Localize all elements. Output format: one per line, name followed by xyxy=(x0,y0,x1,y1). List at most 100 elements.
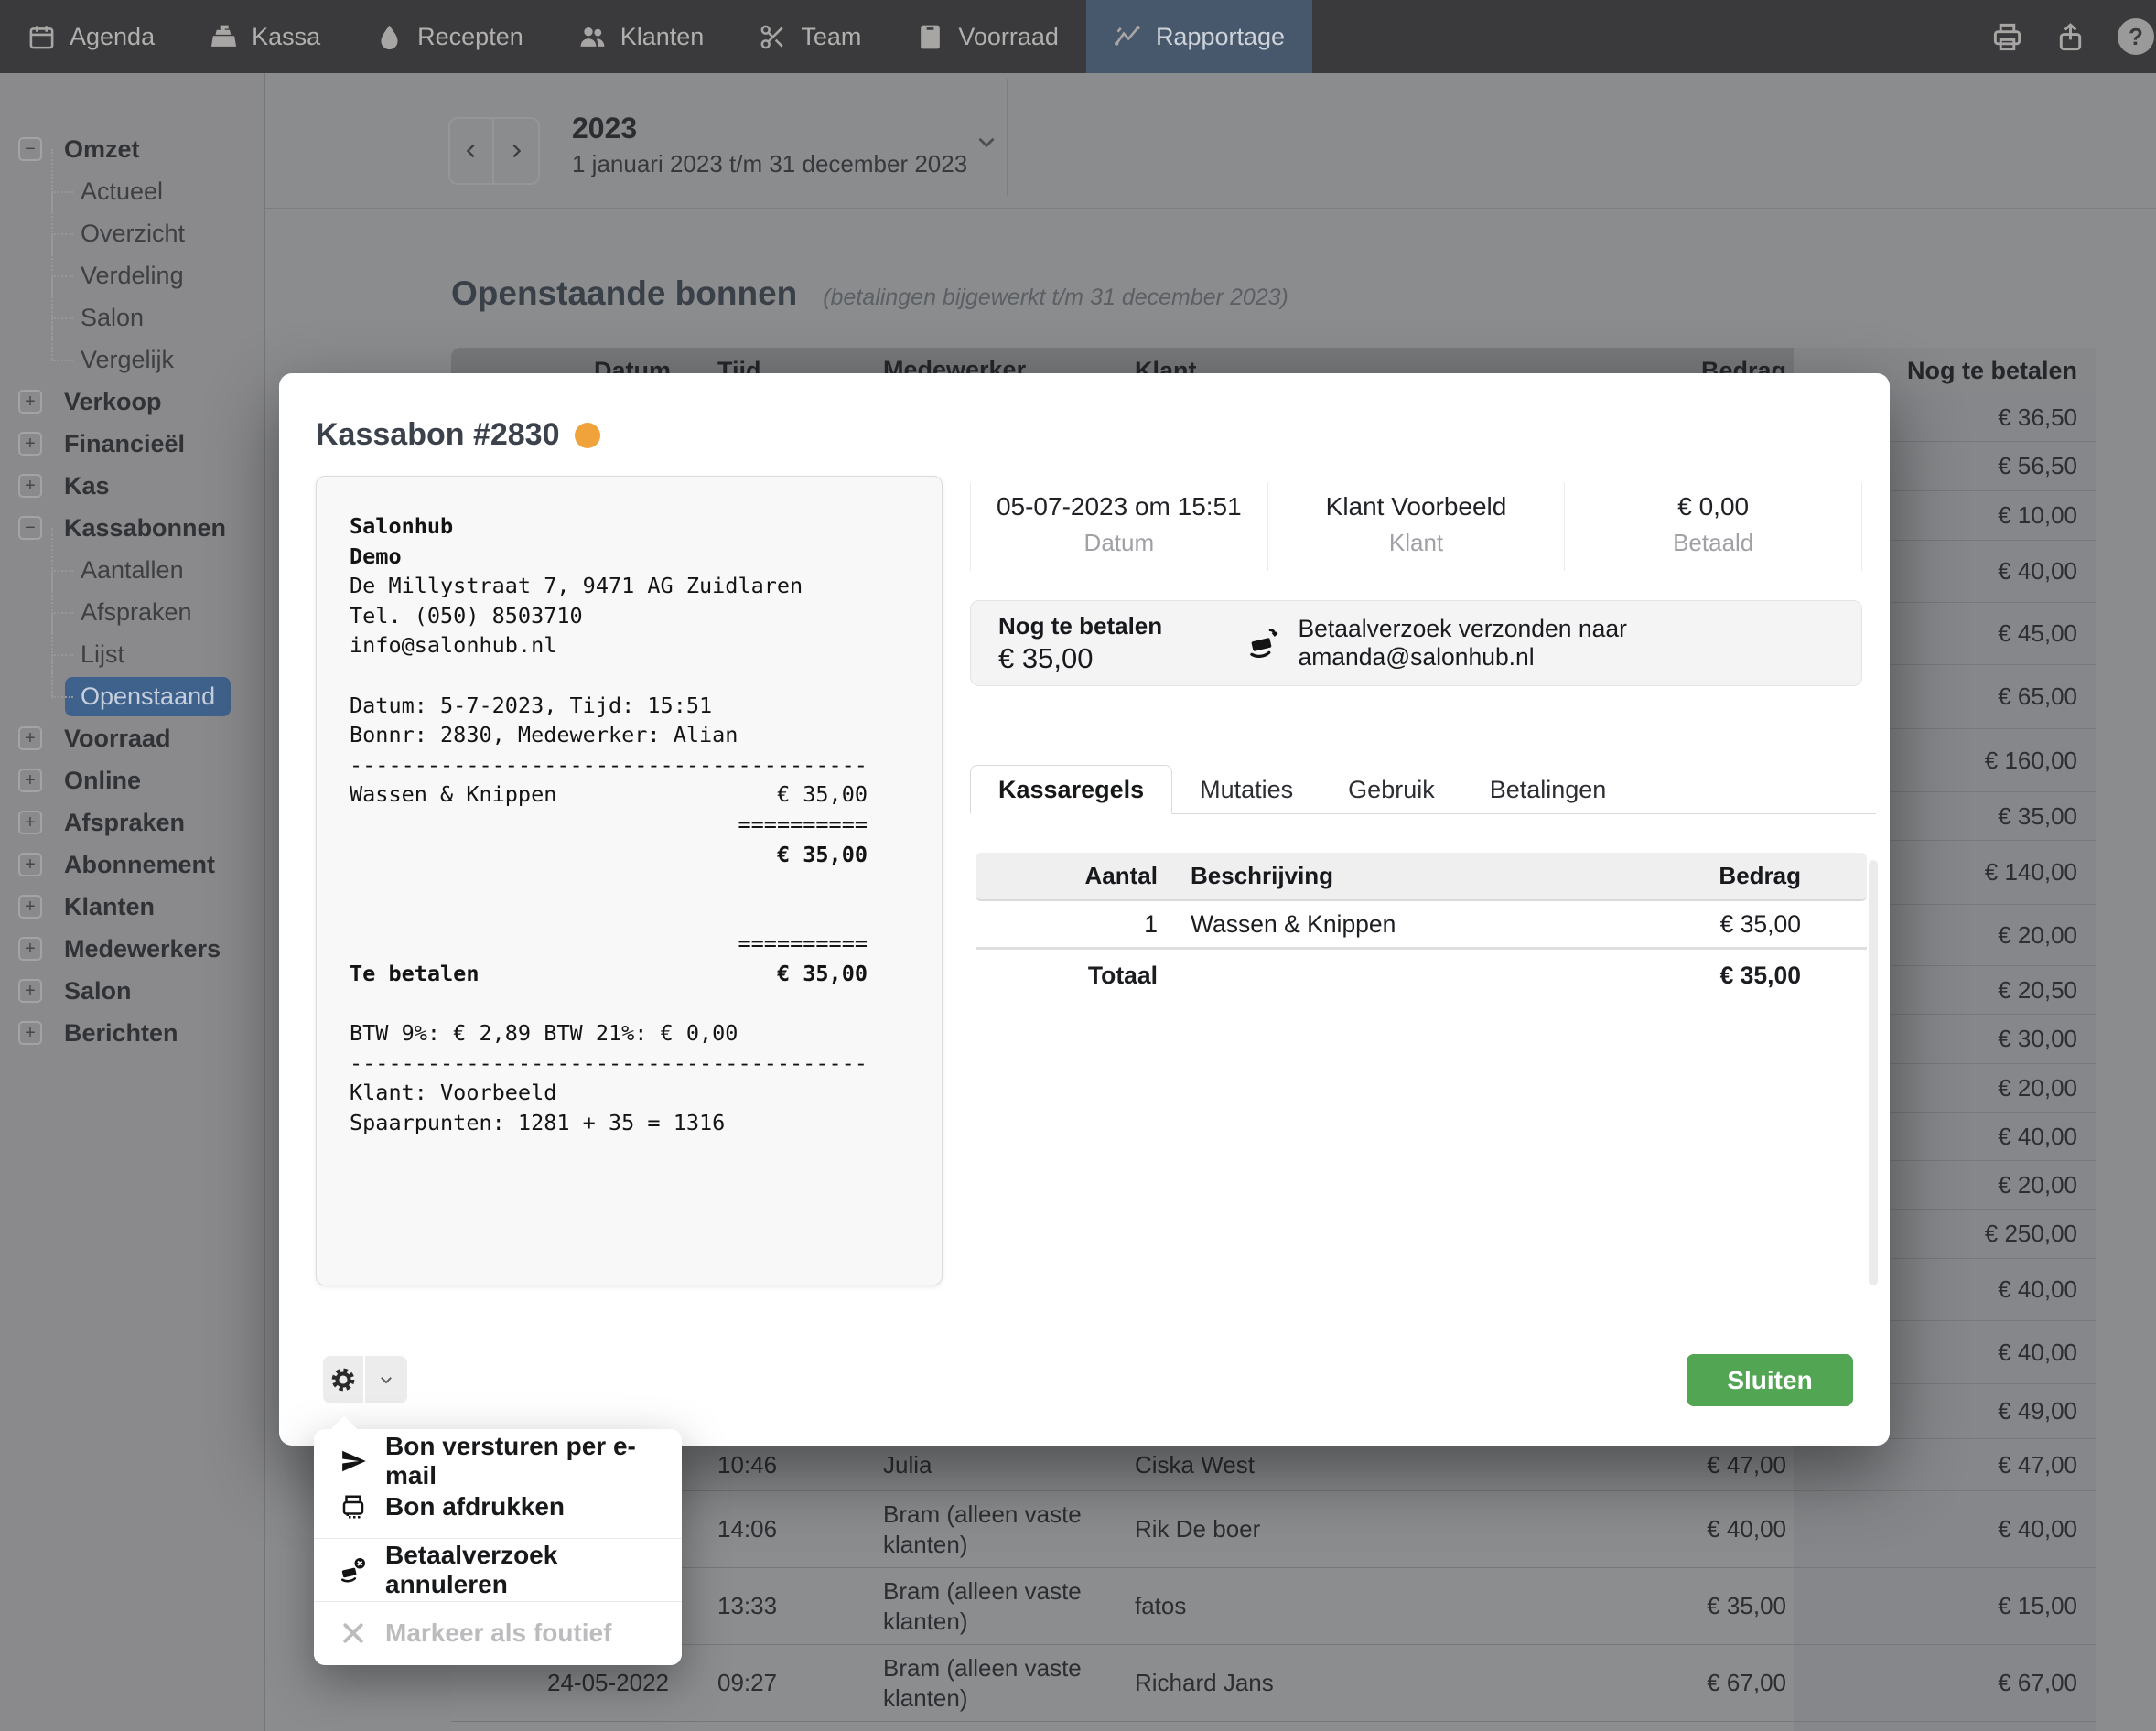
send-icon xyxy=(342,1450,366,1472)
sidebar-item-voorraad[interactable]: + Voorraad xyxy=(0,717,264,759)
sidebar-item-label: Vergelijk xyxy=(81,345,175,373)
expand-icon[interactable]: + xyxy=(18,390,42,414)
table-row[interactable]: 13:33 Bram (alleen vaste klanten) fatos € 3… xyxy=(451,1568,2096,1645)
cell-tijd: 10:46 xyxy=(717,1450,778,1478)
share-icon[interactable] xyxy=(2054,21,2086,53)
outstanding-label: Nog te betalen xyxy=(998,611,1163,640)
sidebar-item-label: Kas xyxy=(64,471,110,500)
sidebar-item-label: Actueel xyxy=(81,177,164,205)
previous-period-button[interactable] xyxy=(450,119,494,183)
scissors-icon xyxy=(760,25,784,48)
next-period-button[interactable] xyxy=(494,119,538,183)
chevron-down-icon xyxy=(381,1377,392,1384)
lines-table-total: Totaal € 35,00 xyxy=(1087,961,1801,989)
menu-divider xyxy=(314,1538,682,1539)
period-bar: 2023 1 januari 2023 t/m 31 december 2023 xyxy=(265,73,2156,209)
table-row[interactable]: 24-05-2022 09:27 Bram (alleen vaste klante… xyxy=(451,1645,2096,1722)
sidebar-item-berichten[interactable]: + Berichten xyxy=(0,1012,264,1054)
sidebar-item-label: Kassabonnen xyxy=(64,513,227,542)
table-row[interactable] xyxy=(451,1722,2096,1731)
sidebar-item-label: Salon xyxy=(64,976,132,1005)
actions-caret-button[interactable] xyxy=(365,1356,407,1403)
sidebar-item-openstaand[interactable]: Openstaand xyxy=(0,654,264,717)
expand-icon[interactable]: + xyxy=(18,979,42,1003)
cell-nog: € 40,00 xyxy=(1794,1491,2096,1567)
nav-item-team[interactable]: Team xyxy=(731,0,889,73)
collapse-icon[interactable]: − xyxy=(18,137,42,161)
sidebar-item-label: Verkoop xyxy=(64,387,162,415)
table-row[interactable]: 14:06 Bram (alleen vaste klanten) Rik De b… xyxy=(451,1491,2096,1568)
lines-table-header: Aantal Beschrijving Bedrag xyxy=(976,853,1867,901)
menu-item-send-email[interactable]: Bon versturen per e-mail xyxy=(314,1432,682,1489)
sidebar-item-kassabonnen[interactable]: − Kassabonnen xyxy=(0,507,264,549)
nav-item-recepten[interactable]: Recepten xyxy=(348,0,551,73)
table-row[interactable]: 10:46 Julia Ciska West € 47,00 € 47,00 xyxy=(451,1439,2096,1491)
tab-mutaties[interactable]: Mutaties xyxy=(1200,775,1294,803)
expand-icon[interactable]: + xyxy=(18,769,42,792)
sidebar-item-overzicht[interactable]: Overzicht xyxy=(0,191,264,254)
expand-icon[interactable]: + xyxy=(18,811,42,834)
sidebar-item-salon[interactable]: Salon xyxy=(0,275,264,339)
chevron-right-icon xyxy=(512,144,522,158)
sidebar-item-klanten[interactable]: + Klanten xyxy=(0,886,264,928)
expand-icon[interactable]: + xyxy=(18,432,42,456)
panel-scrollbar[interactable] xyxy=(1869,860,1878,1285)
period-year[interactable]: 2023 xyxy=(572,112,638,145)
help-icon[interactable]: ? xyxy=(2118,18,2154,55)
tab-gebruik[interactable]: Gebruik xyxy=(1348,775,1435,803)
sidebar-item-verdeling[interactable]: Verdeling xyxy=(0,233,264,296)
sidebar-item-kas[interactable]: + Kas xyxy=(0,465,264,507)
cell-med: Bram (alleen vaste klanten) xyxy=(883,1577,1082,1635)
nav-item-rapportage[interactable]: Rapportage xyxy=(1085,0,1313,73)
sidebar-item-lijst[interactable]: Lijst xyxy=(0,612,264,675)
sidebar-item-abonnement[interactable]: + Abonnement xyxy=(0,844,264,886)
collapse-icon[interactable]: − xyxy=(18,516,42,540)
info-cell-betaald: € 0,00 Betaald xyxy=(1564,483,1863,571)
modal-title: Kassabon #2830 xyxy=(316,417,600,453)
close-modal-button[interactable]: Sluiten xyxy=(1687,1354,1853,1406)
sidebar-item-actueel[interactable]: Actueel xyxy=(0,149,264,212)
nav-item-voorraad[interactable]: Voorraad xyxy=(889,0,1086,73)
cell-bedrag: € 47,00 xyxy=(1707,1450,1786,1478)
nav-item-agenda[interactable]: Agenda xyxy=(0,0,182,73)
expand-icon[interactable]: + xyxy=(18,726,42,750)
receipt-line: info@salonhub.nl xyxy=(350,632,557,659)
printer-icon[interactable] xyxy=(1991,21,2023,53)
receipt-line: Demo xyxy=(350,543,402,569)
sidebar-item-financie-l[interactable]: + Financieël xyxy=(0,423,264,465)
tab-betalingen[interactable]: Betalingen xyxy=(1489,775,1607,803)
receipt-details-panel: 05-07-2023 om 15:51 Datum Klant Voorbeel… xyxy=(970,373,1878,1446)
sidebar-item-label: Medewerkers xyxy=(64,934,221,962)
tab-kassaregels[interactable]: Kassaregels xyxy=(970,765,1173,814)
sidebar-item-salon[interactable]: + Salon xyxy=(0,970,264,1012)
actions-gear-button[interactable] xyxy=(323,1356,365,1403)
sidebar-item-aantallen[interactable]: Aantallen xyxy=(0,528,264,591)
cell-nog: € 47,00 xyxy=(1794,1439,2096,1490)
menu-item-cancel-payment-request[interactable]: Betaalverzoek annuleren xyxy=(314,1541,682,1598)
droplet-icon xyxy=(381,25,398,49)
nav-item-kassa[interactable]: Kassa xyxy=(182,0,348,73)
expand-icon[interactable]: + xyxy=(18,1021,42,1045)
receipt-line xyxy=(350,901,868,931)
sidebar-item-afspraken[interactable]: Afspraken xyxy=(0,570,264,633)
receipt-tabs: Kassaregels Mutaties Gebruik Betalingen xyxy=(970,764,1876,814)
sidebar-item-verkoop[interactable]: + Verkoop xyxy=(0,381,264,423)
menu-item-print[interactable]: Bon afdrukken xyxy=(314,1484,682,1530)
sidebar-item-online[interactable]: + Online xyxy=(0,759,264,801)
expand-icon[interactable]: + xyxy=(18,853,42,876)
menu-item-mark-faulty[interactable]: Markeer als foutief xyxy=(314,1610,682,1656)
expand-icon[interactable]: + xyxy=(18,937,42,961)
expand-icon[interactable]: + xyxy=(18,895,42,919)
actions-dropdown-menu: Bon versturen per e-mail Bon afdrukken B… xyxy=(314,1415,682,1665)
chevron-down-icon[interactable] xyxy=(975,130,998,154)
receipt-line: Spaarpunten: 1281 + 35 = 1316 xyxy=(350,1109,726,1135)
sidebar-item-afspraken[interactable]: + Afspraken xyxy=(0,801,264,844)
menu-divider xyxy=(314,1601,682,1602)
divider xyxy=(1007,79,1008,196)
expand-icon[interactable]: + xyxy=(18,474,42,498)
cell-klant: Rik De boer xyxy=(1135,1515,1261,1543)
sidebar-item-medewerkers[interactable]: + Medewerkers xyxy=(0,928,264,970)
nav-item-klanten[interactable]: Klanten xyxy=(551,0,732,73)
sidebar-item-omzet[interactable]: − Omzet xyxy=(0,128,264,170)
sidebar-item-vergelijk[interactable]: Vergelijk xyxy=(0,317,264,381)
